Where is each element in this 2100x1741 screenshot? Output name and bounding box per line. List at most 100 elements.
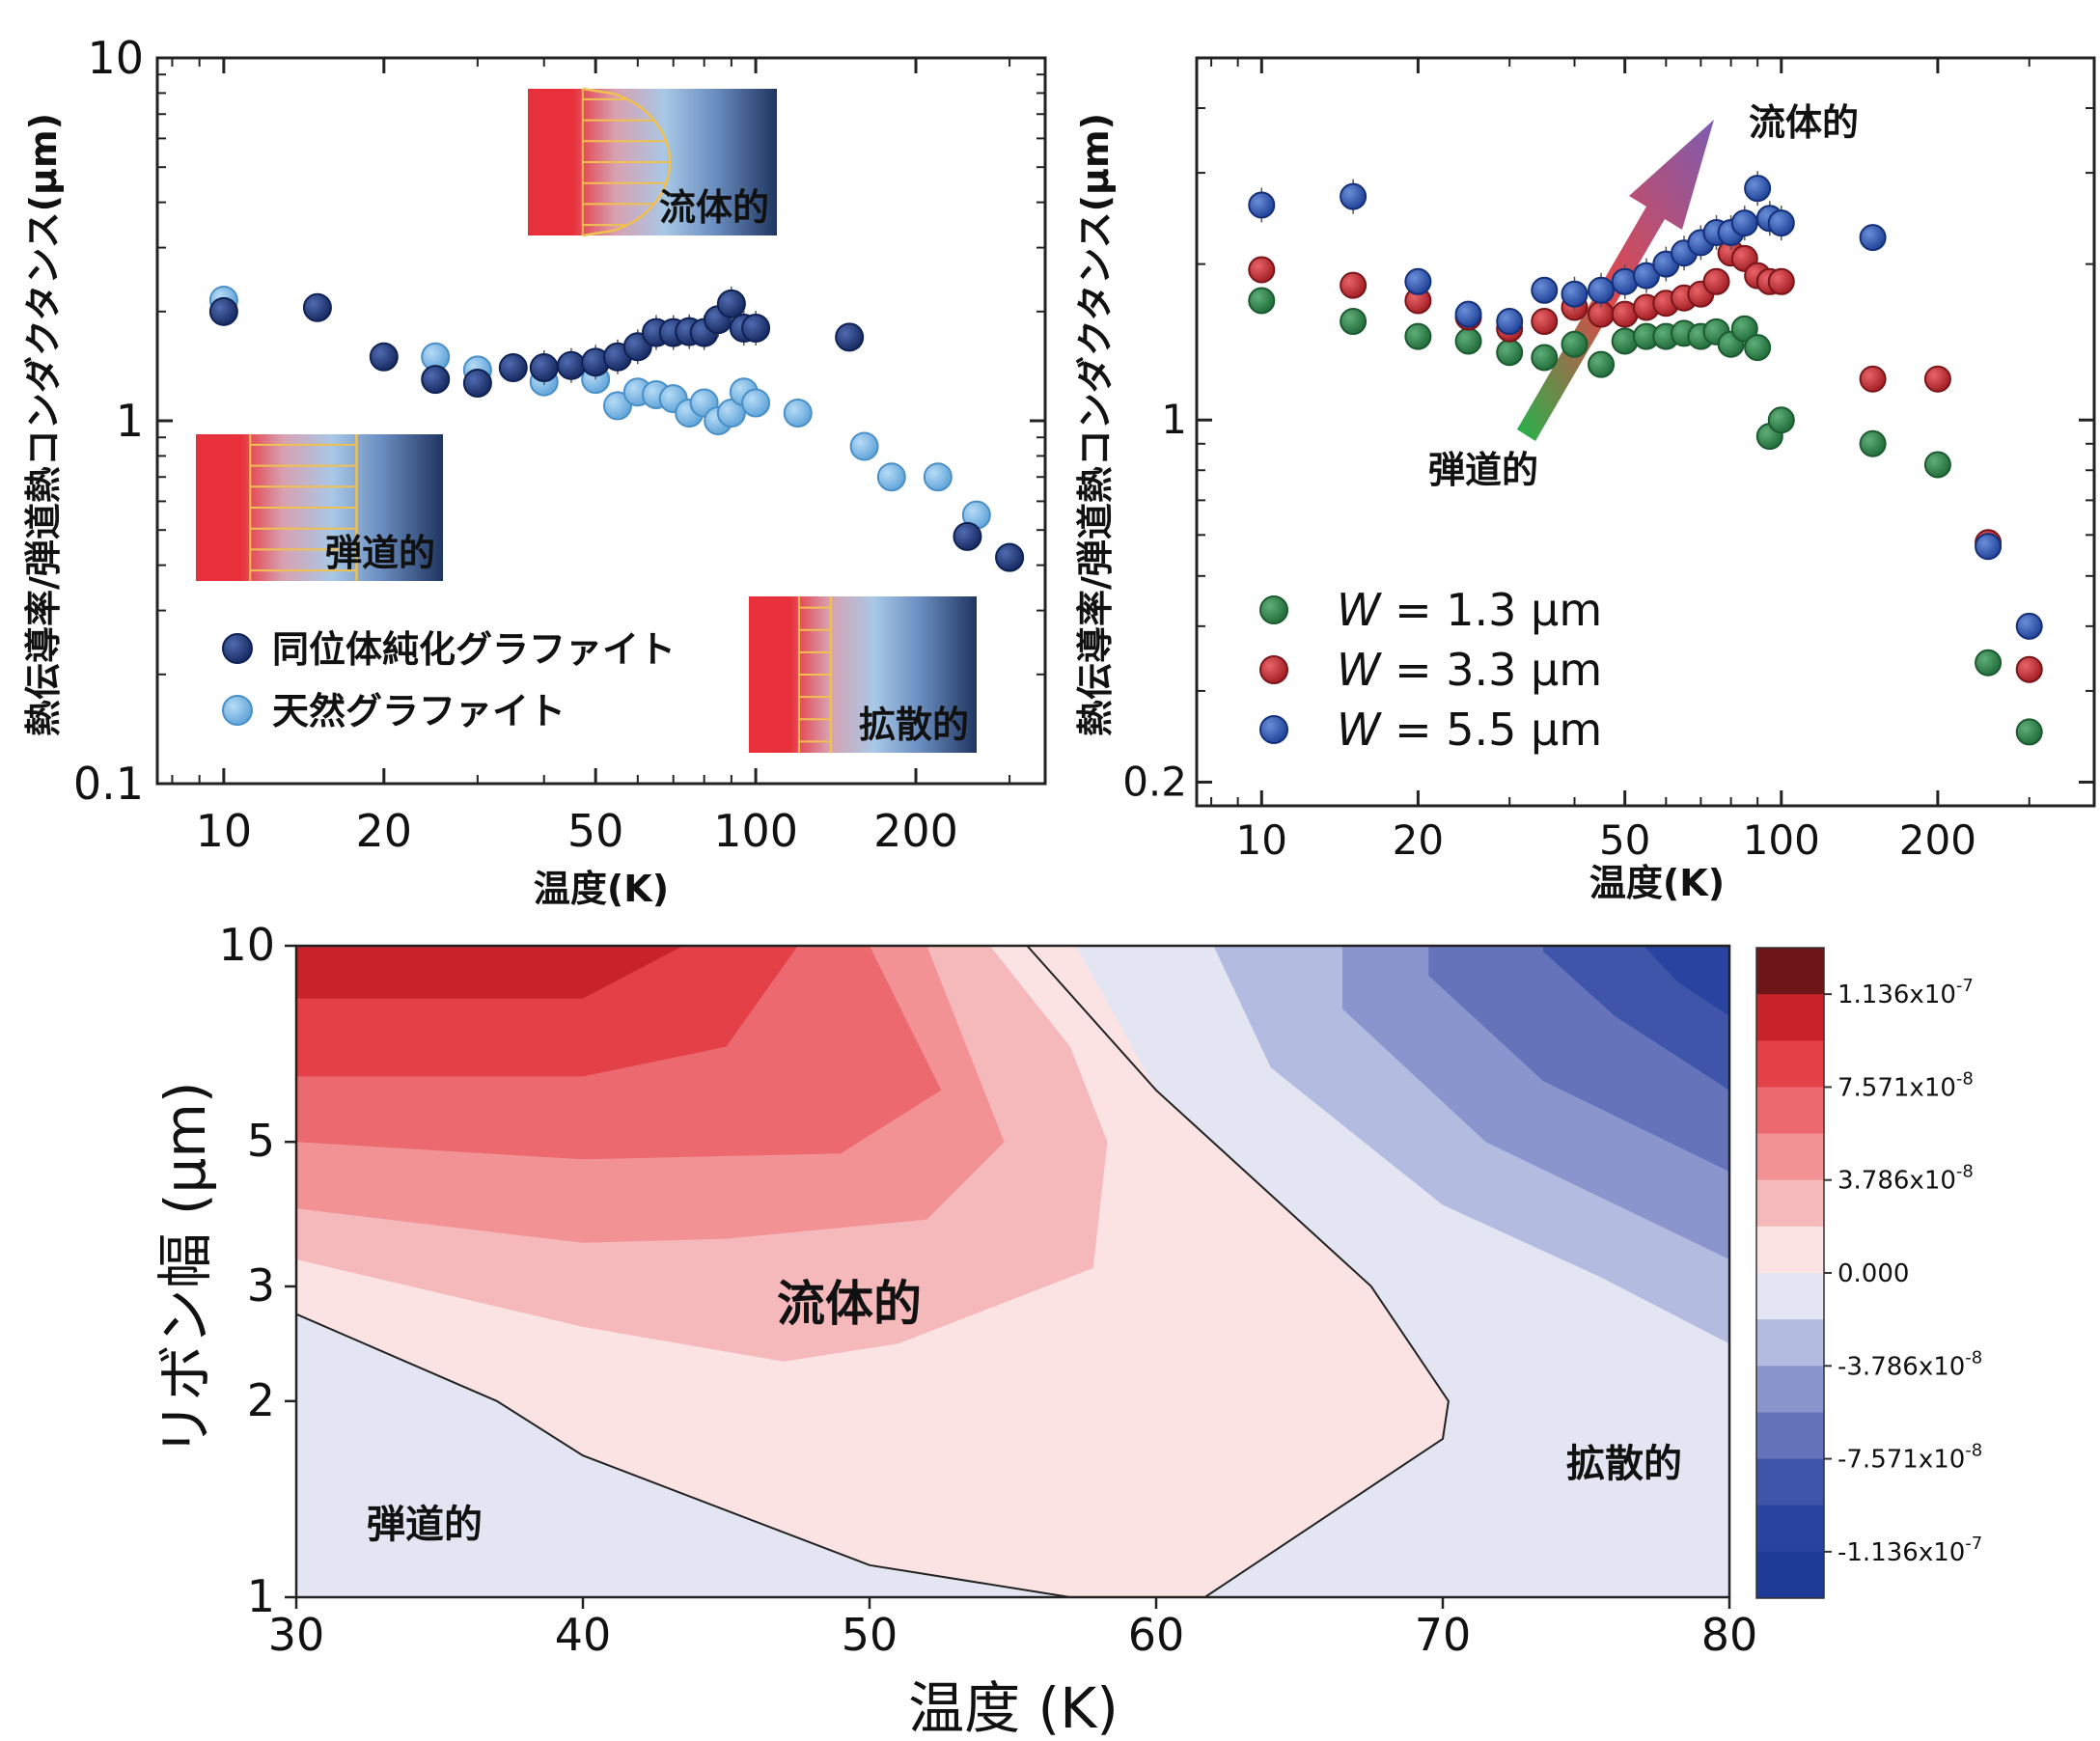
legend-w33-text: = 3.3 μm [1380,644,1602,696]
point-natural [783,399,813,428]
point-natural [741,388,771,418]
inset-diffusive-bg [749,596,977,753]
inset-diffusive-label: 拡散的 [859,704,969,746]
colorbar-level [1756,1226,1824,1274]
point-w13 [1588,350,1616,378]
y-tick-label-a: 1 [116,395,144,447]
x-tick-label-c: 50 [842,1609,898,1661]
legend-w13-marker [1259,595,1288,624]
zero-contour-upper [1026,945,1450,1598]
colorbar-tick-exponent: -8 [1965,1347,1982,1368]
colorbar-tick-label: 1.136x10-7 [1838,976,1974,1009]
point-iso [741,314,771,344]
point-w13 [1975,649,2003,677]
y-tick-label-c: 5 [247,1115,275,1167]
point-w13 [1340,308,1368,336]
legend-iso-marker [222,633,253,664]
x-tick-label-c: 60 [1128,1609,1185,1661]
point-w13 [1496,339,1524,367]
x-tick-label-b: 20 [1393,816,1444,864]
colorbar-level [1756,1319,1824,1367]
colorbar-tick-exponent: -7 [1965,1534,1982,1554]
x-tick-label-a: 20 [356,805,413,857]
point-w13 [1531,344,1559,372]
colorbar-tick-exponent: -8 [1965,1441,1982,1461]
point-w13 [1859,429,1887,457]
point-iso [835,322,865,352]
point-natural [716,399,746,428]
point-w33 [1859,365,1887,393]
contour-band-positive [296,946,683,999]
panel-c-xlabel: 温度 (K) [908,1675,1119,1741]
colorbar-level [1756,1179,1824,1228]
legend-w13-text: = 1.3 μm [1380,584,1602,636]
point-iso [556,350,586,380]
legend-w33-symbol: W [1337,644,1382,696]
panel-c-ylabel: リボン幅 (μm) [152,1081,218,1456]
colorbar-level [1756,1505,1824,1553]
point-w13 [1744,334,1772,362]
point-iso [369,342,399,372]
x-tick-label-a: 10 [196,805,253,857]
legend-w33-label: W = 3.3 μm [1337,644,1602,696]
legend-w13-label: W = 1.3 μm [1337,584,1602,636]
point-w55 [1744,175,1772,203]
point-w33 [1531,308,1559,336]
y-tick-label-c: 2 [247,1374,275,1426]
point-w13 [2015,718,2043,746]
point-w13 [1248,287,1276,315]
point-iso [462,368,492,398]
colorbar-tick-mantissa: 1.136x10 [1838,981,1956,1009]
panel-a-ylabel: 熱伝導率/弾道熱コンダクタンス(μm) [22,113,65,736]
y-tick-label-c: 1 [247,1570,275,1622]
colorbar-tick-mantissa: 3.786x10 [1838,1167,1956,1196]
colorbar-tick-label: 7.571x10-8 [1838,1068,1974,1102]
y-tick-label-c: 3 [247,1259,275,1312]
legend-w55-text: = 5.5 μm [1380,704,1602,756]
colorbar-tick-label: 0.000 [1838,1259,1909,1288]
point-w55 [1496,308,1524,336]
y-tick-label-c: 10 [218,919,275,971]
inset-diffusive: 拡散的 [749,596,977,753]
point-iso [995,542,1025,572]
point-w55 [1404,267,1432,295]
panel-b-frame [1195,56,2096,808]
point-w33 [1923,365,1951,393]
point-iso [302,292,332,322]
x-tick-label-a: 200 [873,805,958,857]
colorbar-level [1756,1040,1824,1088]
point-w13 [1561,330,1589,358]
point-w55 [1975,533,2003,561]
point-iso [208,296,238,326]
colorbar-level [1756,1551,1824,1599]
panel-a-xlabel: 温度(K) [534,868,669,910]
point-w55 [1730,209,1758,237]
colorbar-tick-label: -1.136x10-7 [1838,1534,1982,1567]
colorbar-level [1756,994,1824,1041]
panel-a-legend: 同位体純化グラファイト 天然グラファイト [222,628,676,732]
point-iso [529,353,559,383]
point-w13 [1767,406,1795,434]
point-w55 [1859,224,1887,252]
legend-w55-marker [1259,715,1288,744]
x-tick-label-a: 50 [567,805,624,857]
x-tick-label-c: 40 [555,1609,612,1661]
colorbar-tick-mantissa: -1.136x10 [1838,1538,1965,1567]
point-w33 [1767,267,1795,295]
inset-ballistic: 弾道的 [196,434,443,581]
inset-hydro-label: 流体的 [659,186,769,229]
point-natural [602,391,632,421]
point-w13 [1923,451,1951,479]
point-w55 [1561,280,1589,308]
legend-natural-marker [222,695,253,726]
y-tick-label-a: 10 [87,32,144,84]
regime-label-ballistic: 弾道的 [367,1503,483,1547]
point-w33 [2015,655,2043,683]
arrow-top-label: 流体的 [1749,101,1859,144]
colorbar: 1.136x10-77.571x10-83.786x10-80.000-3.78… [1755,947,1982,1599]
regime-label-diffusive: 拡散的 [1566,1442,1682,1486]
point-w13 [1404,322,1432,350]
legend-natural-label: 天然グラファイト [272,690,566,732]
